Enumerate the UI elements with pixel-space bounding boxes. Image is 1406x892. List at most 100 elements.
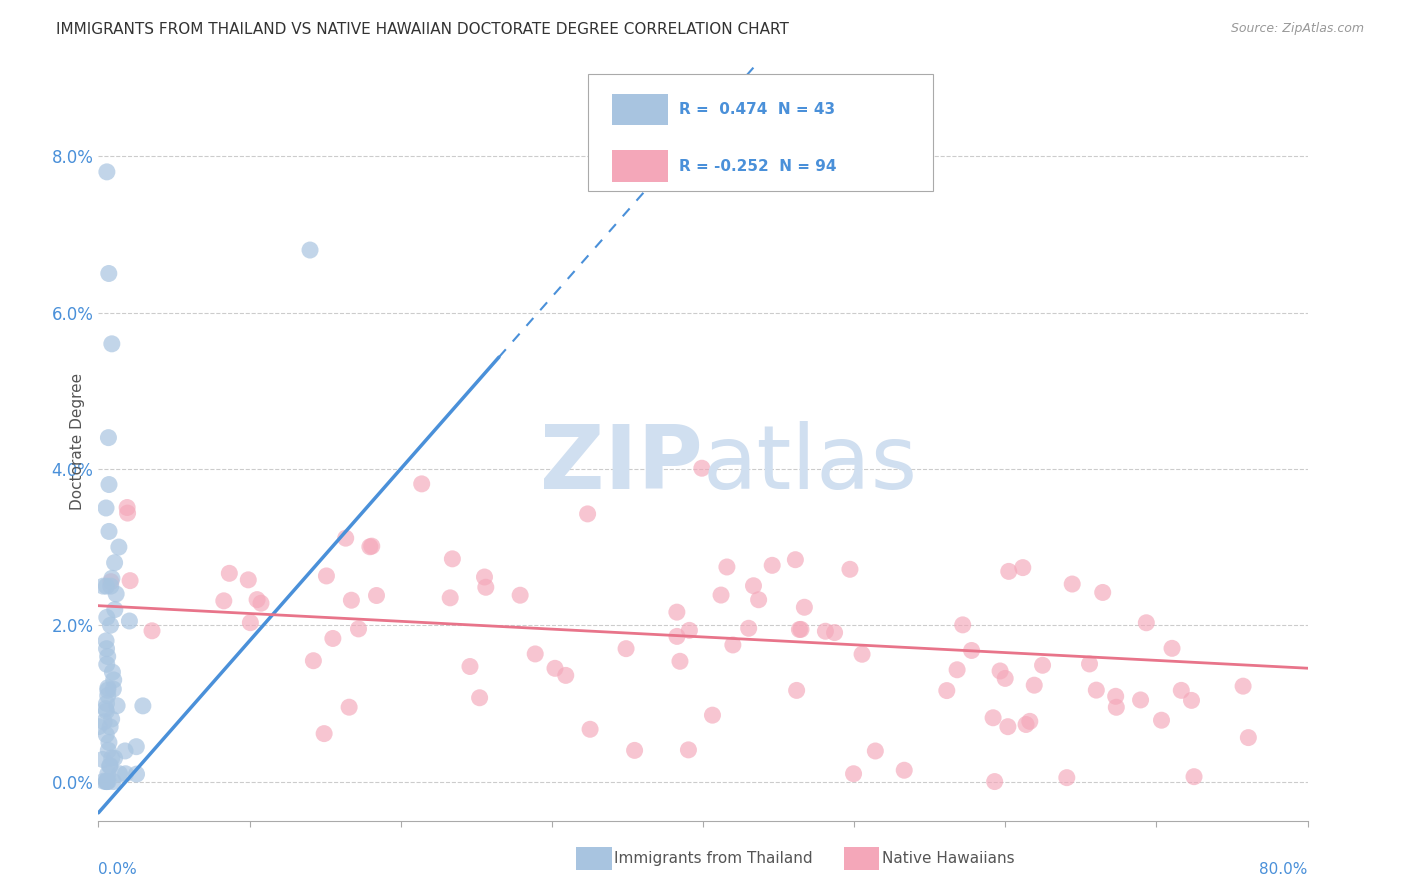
Point <box>97 743 120 757</box>
Point <box>125 767 148 781</box>
Point <box>96 728 118 742</box>
Point <box>710 588 733 602</box>
Y-axis label: Doctorate Degree: Doctorate Degree <box>69 373 84 510</box>
Point <box>98 524 121 539</box>
Point <box>1232 679 1254 693</box>
Point <box>91 579 114 593</box>
Point <box>761 558 783 573</box>
Point <box>1015 717 1038 731</box>
Point <box>865 744 887 758</box>
Point <box>98 759 121 773</box>
Text: ZIP: ZIP <box>540 421 703 508</box>
Point <box>91 752 114 766</box>
Point <box>935 683 957 698</box>
Point <box>94 701 117 715</box>
Point <box>239 615 262 630</box>
Point <box>118 614 141 628</box>
Point <box>439 591 461 605</box>
Point <box>360 539 382 553</box>
Point <box>94 500 117 515</box>
Point <box>748 592 770 607</box>
Point <box>108 766 131 780</box>
Point <box>117 506 139 520</box>
Point <box>93 774 115 789</box>
Point <box>524 647 547 661</box>
Point <box>1182 770 1205 784</box>
Point <box>458 659 481 673</box>
Point <box>716 560 738 574</box>
Point <box>785 552 807 566</box>
Point <box>981 711 1004 725</box>
Point <box>793 600 815 615</box>
Point <box>1062 577 1084 591</box>
Point <box>100 751 122 765</box>
Point <box>97 431 120 445</box>
Point <box>1091 585 1114 599</box>
Point <box>721 638 744 652</box>
Point <box>100 579 122 593</box>
Point <box>87 720 110 734</box>
Point <box>100 712 122 726</box>
Point <box>335 531 357 545</box>
Point <box>623 743 645 757</box>
Point <box>100 574 122 589</box>
Point <box>218 566 240 581</box>
Point <box>1105 690 1128 704</box>
Point <box>105 698 128 713</box>
Point <box>988 664 1011 678</box>
Point <box>105 587 128 601</box>
Point <box>579 723 602 737</box>
Text: R = -0.252  N = 94: R = -0.252 N = 94 <box>679 159 837 174</box>
Point <box>97 735 120 749</box>
Point <box>1024 678 1046 692</box>
Point <box>1129 693 1152 707</box>
Point <box>702 708 724 723</box>
Point <box>97 766 120 780</box>
Point <box>1150 713 1173 727</box>
Point <box>851 647 873 661</box>
Point <box>125 739 148 754</box>
Text: IMMIGRANTS FROM THAILAND VS NATIVE HAWAIIAN DOCTORATE DEGREE CORRELATION CHART: IMMIGRANTS FROM THAILAND VS NATIVE HAWAI… <box>56 22 789 37</box>
Point <box>347 622 370 636</box>
Point <box>103 751 125 765</box>
Point <box>97 689 120 703</box>
Point <box>132 698 155 713</box>
Point <box>824 625 846 640</box>
Point <box>96 641 118 656</box>
Point <box>141 624 163 638</box>
Point <box>946 663 969 677</box>
Text: 0.0%: 0.0% <box>98 863 138 878</box>
Point <box>103 682 125 697</box>
Point <box>97 649 120 664</box>
FancyBboxPatch shape <box>613 94 668 126</box>
Point <box>96 165 118 179</box>
Point <box>1078 657 1101 671</box>
Point <box>1180 693 1202 707</box>
Point <box>790 623 813 637</box>
Point <box>115 500 138 515</box>
Point <box>103 774 125 789</box>
Point <box>1085 683 1108 698</box>
Point <box>789 623 811 637</box>
FancyBboxPatch shape <box>613 151 668 182</box>
Point <box>665 605 688 619</box>
Point <box>994 672 1017 686</box>
Point <box>1056 771 1078 785</box>
Point <box>576 507 599 521</box>
Point <box>315 569 337 583</box>
Point <box>299 243 322 257</box>
Point <box>96 774 118 789</box>
Point <box>322 632 344 646</box>
Point <box>1018 714 1040 729</box>
Point <box>302 654 325 668</box>
Point <box>669 654 692 668</box>
Text: Source: ZipAtlas.com: Source: ZipAtlas.com <box>1230 22 1364 36</box>
Point <box>786 683 808 698</box>
Point <box>94 633 117 648</box>
Point <box>960 643 983 657</box>
Point <box>120 574 142 588</box>
Point <box>104 556 127 570</box>
Point <box>997 720 1019 734</box>
Point <box>475 580 498 594</box>
Point <box>97 681 120 695</box>
